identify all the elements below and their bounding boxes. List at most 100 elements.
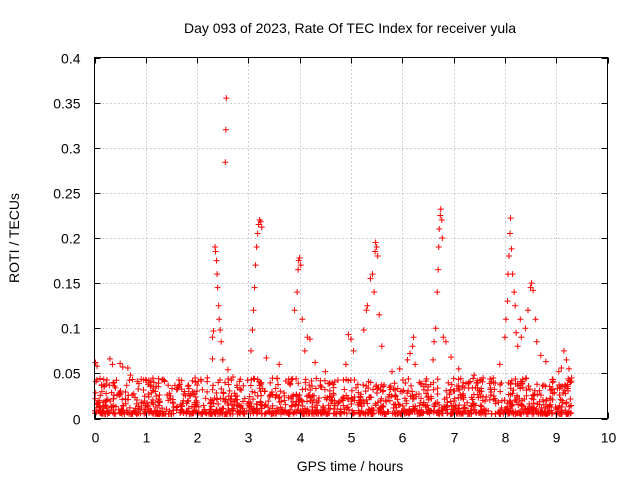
data-point bbox=[329, 397, 336, 404]
data-point bbox=[280, 409, 287, 416]
data-point bbox=[376, 311, 383, 318]
data-point bbox=[318, 384, 325, 391]
data-point bbox=[378, 395, 385, 402]
data-point bbox=[112, 410, 119, 417]
data-point bbox=[222, 379, 229, 386]
data-point bbox=[298, 399, 305, 406]
data-point bbox=[294, 289, 301, 296]
y-axis-title: ROTI / TECUs bbox=[6, 193, 22, 283]
data-point bbox=[296, 254, 303, 261]
data-point bbox=[249, 388, 256, 395]
data-point bbox=[209, 334, 216, 341]
data-point bbox=[341, 386, 348, 393]
x-tick-label: 1 bbox=[143, 430, 151, 446]
data-point bbox=[295, 257, 302, 264]
data-point bbox=[556, 392, 563, 399]
data-point bbox=[170, 407, 177, 414]
data-point bbox=[167, 392, 174, 399]
data-point bbox=[501, 334, 508, 341]
data-point bbox=[251, 376, 258, 383]
data-point bbox=[290, 410, 297, 417]
data-point bbox=[306, 336, 313, 343]
data-point bbox=[193, 388, 200, 395]
data-point bbox=[288, 402, 295, 409]
data-point bbox=[103, 390, 110, 397]
data-point bbox=[293, 392, 300, 399]
data-point bbox=[357, 391, 364, 398]
data-point bbox=[104, 410, 111, 417]
data-point bbox=[309, 383, 316, 390]
data-point bbox=[490, 396, 497, 403]
data-point bbox=[560, 347, 567, 354]
data-point bbox=[456, 402, 463, 409]
data-point bbox=[393, 404, 400, 411]
data-point bbox=[213, 257, 220, 264]
data-point bbox=[192, 393, 199, 400]
data-point bbox=[115, 391, 122, 398]
data-point bbox=[230, 373, 237, 380]
data-point bbox=[285, 394, 292, 401]
data-point bbox=[470, 375, 477, 382]
data-point bbox=[317, 409, 324, 416]
data-point bbox=[306, 382, 313, 389]
data-point bbox=[209, 386, 216, 393]
data-point bbox=[400, 387, 407, 394]
x-tick-label: 10 bbox=[601, 430, 617, 446]
data-point bbox=[154, 407, 161, 414]
data-point bbox=[295, 402, 302, 409]
data-point bbox=[347, 377, 354, 384]
data-point bbox=[258, 405, 265, 412]
data-point bbox=[110, 406, 117, 413]
data-point bbox=[207, 400, 214, 407]
data-point bbox=[220, 405, 227, 412]
data-point bbox=[273, 410, 280, 417]
data-point bbox=[528, 280, 535, 287]
data-point bbox=[518, 334, 525, 341]
data-point bbox=[432, 325, 439, 332]
y-tick-label: 0.2 bbox=[61, 231, 81, 247]
data-point bbox=[450, 403, 457, 410]
data-point bbox=[365, 385, 372, 392]
data-point bbox=[277, 388, 284, 395]
data-point bbox=[149, 399, 156, 406]
data-point bbox=[459, 383, 466, 390]
data-point bbox=[214, 271, 221, 278]
data-point bbox=[384, 408, 391, 415]
data-point bbox=[406, 407, 413, 414]
data-point bbox=[126, 377, 133, 384]
data-point bbox=[508, 245, 515, 252]
data-point bbox=[247, 399, 254, 406]
data-point bbox=[145, 381, 152, 388]
data-point bbox=[396, 402, 403, 409]
data-point bbox=[119, 396, 126, 403]
data-point bbox=[533, 338, 540, 345]
y-tick-label: 0.3 bbox=[61, 141, 81, 157]
data-point bbox=[273, 391, 280, 398]
data-point bbox=[312, 385, 319, 392]
data-point bbox=[313, 375, 320, 382]
data-point bbox=[367, 379, 374, 386]
data-point bbox=[258, 379, 265, 386]
data-point bbox=[563, 400, 570, 407]
data-point bbox=[194, 382, 201, 389]
data-point bbox=[506, 397, 513, 404]
data-point bbox=[306, 409, 313, 416]
data-point bbox=[423, 390, 430, 397]
data-point bbox=[299, 386, 306, 393]
data-point bbox=[198, 377, 205, 384]
data-point bbox=[468, 394, 475, 401]
data-point bbox=[434, 385, 441, 392]
data-point bbox=[455, 385, 462, 392]
data-point bbox=[334, 377, 341, 384]
data-point bbox=[119, 364, 126, 371]
data-point bbox=[350, 347, 357, 354]
data-point bbox=[192, 374, 199, 381]
data-point bbox=[287, 381, 294, 388]
data-point bbox=[96, 397, 103, 404]
data-point bbox=[480, 374, 487, 381]
data-point bbox=[156, 402, 163, 409]
data-point bbox=[438, 216, 445, 223]
data-point bbox=[567, 402, 574, 409]
data-point bbox=[536, 387, 543, 394]
